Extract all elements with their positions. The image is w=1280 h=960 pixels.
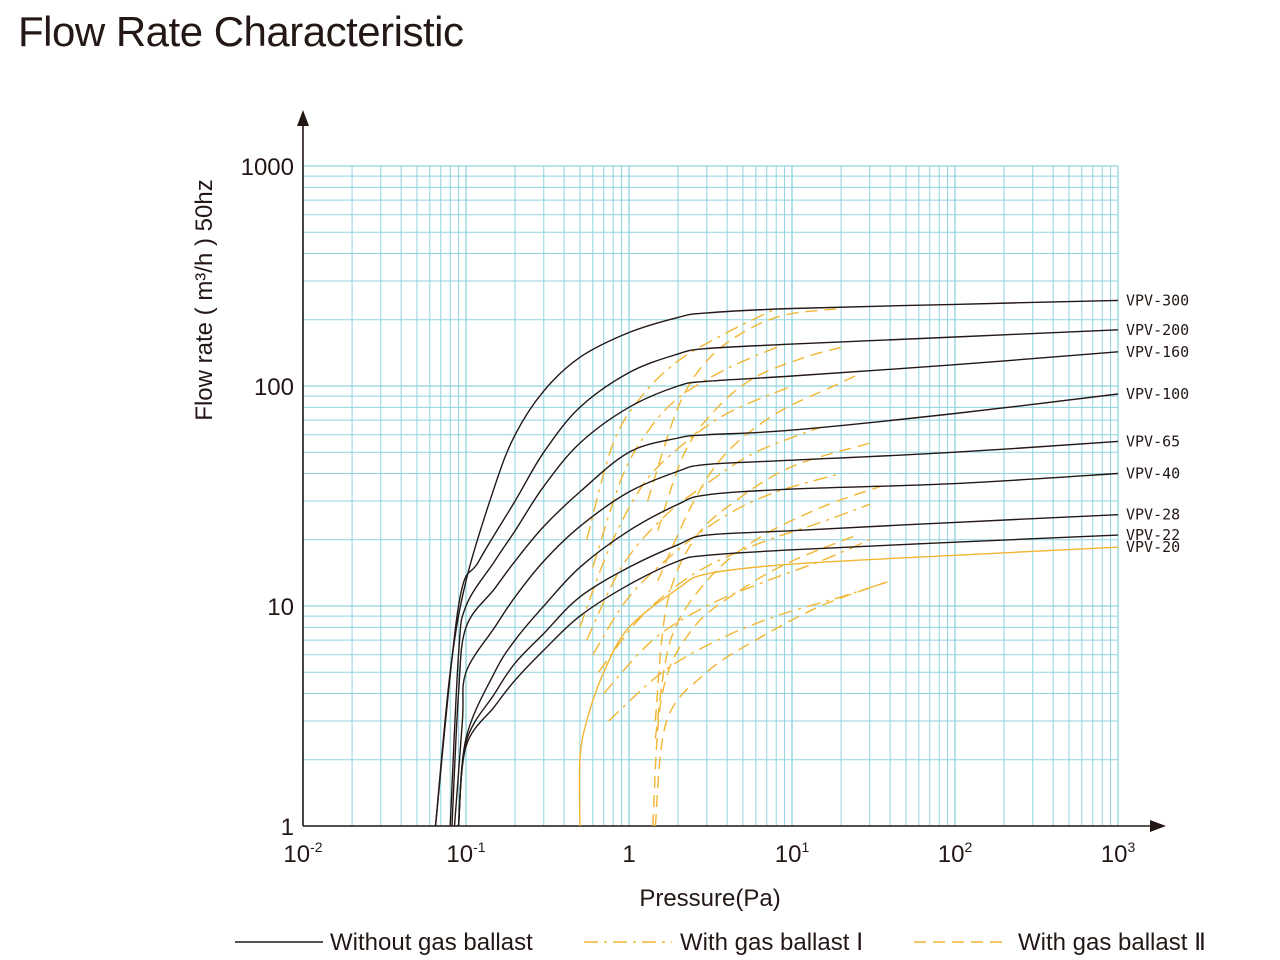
curve-vpv-300 [434,299,1118,826]
y-axis-arrow [297,110,309,126]
grid [302,165,1119,827]
series-label-vpv-100: VPV-100 [1126,385,1189,403]
x-tick-label: 1 [622,841,635,868]
x-tick-label: 10-1 [446,839,485,868]
series-label-vpv-160: VPV-160 [1126,343,1189,361]
chart-title: Flow Rate Characteristic [18,8,464,55]
curve-vpv-22 [457,534,1118,826]
y-axis-label: Flow rate ( m³/h ) 50hz [191,179,218,420]
ballast-2-curve [654,580,891,826]
curve-vpv-200 [434,329,1118,826]
x-axis-arrow [1150,820,1166,832]
y-tick-label: 1000 [241,154,294,181]
ballast-1-curve [586,307,777,540]
ballast-1-curve [592,343,785,568]
x-tick-label: 101 [775,839,810,868]
curve-vpv-100 [451,393,1118,826]
ballast-1-curve [597,503,871,673]
series-label-vpv-40: VPV-40 [1126,465,1180,483]
series-labels: VPV-300 VPV-200 VPV-160 VPV-100 VPV-65 VPV-40… [1126,291,1189,556]
y-tick-label: 1 [281,814,294,841]
ballast-1-curve [579,385,793,628]
series-label-vpv-22: VPV-22 [1126,526,1180,544]
x-tick-label: 103 [1101,839,1136,868]
x-tick-label: 102 [938,839,973,868]
series-label-vpv-28: VPV-28 [1126,506,1180,524]
legend-label-without-gas-ballast: Without gas ballast [330,929,533,956]
ballast-1-curve [586,426,821,641]
y-tick-label: 100 [254,374,294,401]
axes [297,110,1166,832]
ballast-2-curve [646,307,842,502]
curve-vpv-40 [457,472,1118,826]
series-label-vpv-200: VPV-200 [1126,321,1189,339]
curve-vpv-20 [578,546,1118,826]
x-tick-label: 10-2 [283,839,322,868]
curve-vpv-160 [449,351,1118,826]
series-label-vpv-300: VPV-300 [1126,291,1189,309]
ballast-1-curve [592,472,842,656]
x-axis-label: Pressure(Pa) [639,885,780,912]
ballast-2-curve [657,374,858,582]
curve-vpv-28 [457,514,1118,826]
ballast-2-curve [654,485,881,739]
legend-label-gas-ballast-2: With gas ballast Ⅱ [1018,929,1206,956]
legend: Without gas ballast With gas ballast Ⅰ Wit… [235,929,1206,956]
curve-vpv-65 [453,440,1118,826]
flow-curves [434,299,1118,826]
ballast-1-curve [603,539,871,694]
ballast-2-curve [652,534,858,826]
ballast-2-curve [657,346,842,531]
legend-label-gas-ballast-1: With gas ballast Ⅰ [680,929,863,956]
ballast-2-curve [654,442,871,722]
tick-labels: 10-2 10-1 1 101 102 103 1 10 100 1000 [241,154,1136,868]
series-label-vpv-20: VPV-20 [1126,538,1180,556]
ballast-1-curve [608,580,891,722]
series-label-vpv-65: VPV-65 [1126,432,1180,450]
y-tick-label: 10 [267,594,294,621]
